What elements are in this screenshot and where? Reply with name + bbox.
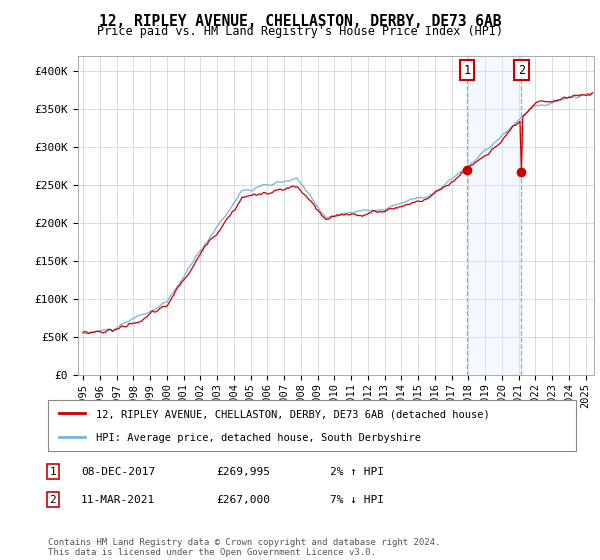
Text: £269,995: £269,995: [216, 466, 270, 477]
Text: 2% ↑ HPI: 2% ↑ HPI: [330, 466, 384, 477]
Text: 1: 1: [49, 466, 56, 477]
Text: Price paid vs. HM Land Registry's House Price Index (HPI): Price paid vs. HM Land Registry's House …: [97, 25, 503, 38]
Bar: [467, 56, 521, 375]
Text: 2: 2: [49, 494, 56, 505]
Text: HPI: Average price, detached house, South Derbyshire: HPI: Average price, detached house, Sout…: [95, 433, 421, 443]
Text: 11-MAR-2021: 11-MAR-2021: [81, 494, 155, 505]
Text: 1: 1: [463, 64, 470, 77]
Text: 08-DEC-2017: 08-DEC-2017: [81, 466, 155, 477]
Text: £267,000: £267,000: [216, 494, 270, 505]
Text: 12, RIPLEY AVENUE, CHELLASTON, DERBY, DE73 6AB: 12, RIPLEY AVENUE, CHELLASTON, DERBY, DE…: [99, 14, 501, 29]
Text: 2: 2: [518, 64, 525, 77]
Text: 7% ↓ HPI: 7% ↓ HPI: [330, 494, 384, 505]
Text: Contains HM Land Registry data © Crown copyright and database right 2024.
This d: Contains HM Land Registry data © Crown c…: [48, 538, 440, 557]
Text: 12, RIPLEY AVENUE, CHELLASTON, DERBY, DE73 6AB (detached house): 12, RIPLEY AVENUE, CHELLASTON, DERBY, DE…: [95, 409, 489, 419]
